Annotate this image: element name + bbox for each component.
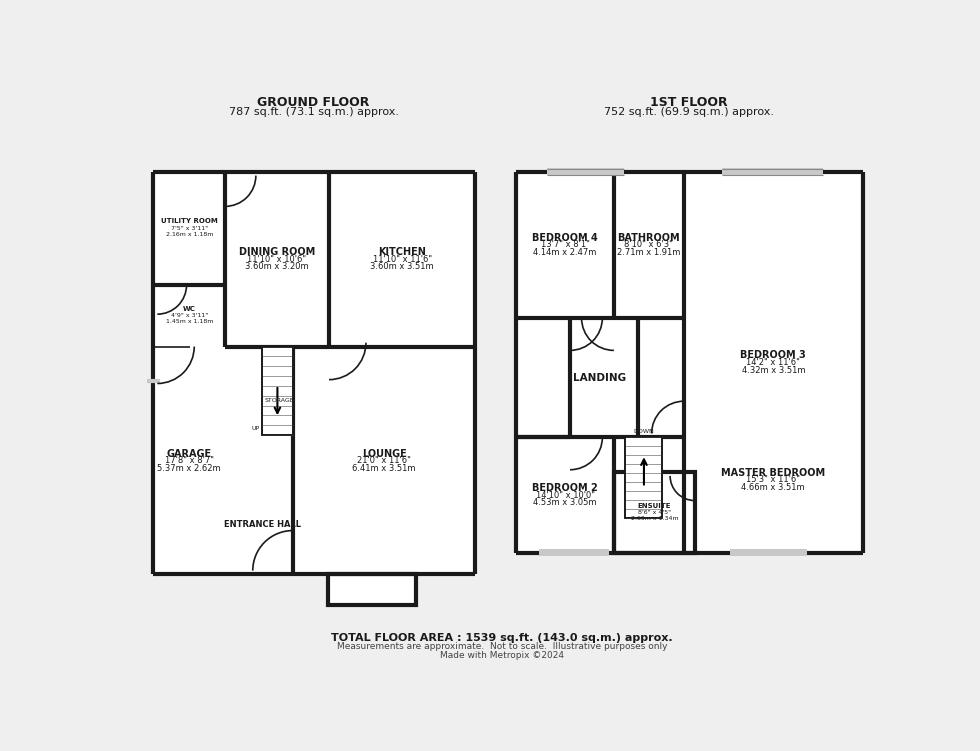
Bar [539, 549, 609, 556]
Text: BEDROOM 2: BEDROOM 2 [532, 483, 598, 493]
Text: 17'8" x 8'7": 17'8" x 8'7" [165, 456, 214, 465]
Text: LOUNGE: LOUNGE [362, 448, 407, 459]
Text: 15'3" x 11'6": 15'3" x 11'6" [747, 475, 801, 484]
Bar [613, 472, 695, 553]
Text: TOTAL FLOOR AREA : 1539 sq.ft. (143.0 sq.m.) approx.: TOTAL FLOOR AREA : 1539 sq.ft. (143.0 sq… [331, 632, 673, 643]
Text: BEDROOM 4: BEDROOM 4 [532, 233, 598, 243]
Text: GARAGE: GARAGE [167, 448, 212, 459]
Bar [262, 346, 293, 435]
Text: 13'7" x 8'1": 13'7" x 8'1" [541, 240, 589, 249]
Text: 2.16m x 1.18m: 2.16m x 1.18m [166, 232, 213, 237]
Bar [625, 437, 662, 518]
Bar [547, 168, 624, 175]
Text: 1.45m x 1.18m: 1.45m x 1.18m [166, 319, 213, 324]
Text: Made with Metropix ©2024: Made with Metropix ©2024 [440, 651, 564, 660]
Bar [154, 172, 475, 575]
Text: 6.41m x 3.51m: 6.41m x 3.51m [352, 463, 416, 472]
Text: 4.53m x 3.05m: 4.53m x 3.05m [533, 499, 597, 508]
Text: 14'2" x 11'6": 14'2" x 11'6" [747, 357, 801, 366]
Text: 1ST FLOOR: 1ST FLOOR [650, 96, 727, 109]
Text: 4.14m x 2.47m: 4.14m x 2.47m [533, 248, 597, 257]
Text: 4.66m x 3.51m: 4.66m x 3.51m [742, 483, 806, 492]
Text: 14'10" x 10'0": 14'10" x 10'0" [535, 490, 595, 499]
Text: 8'10" x 6'3": 8'10" x 6'3" [624, 240, 673, 249]
Text: 11'10" x 11'6": 11'10" x 11'6" [372, 255, 432, 264]
Text: 4'9" x 3'11": 4'9" x 3'11" [171, 313, 208, 318]
Text: WC: WC [183, 306, 196, 312]
Text: ENTRANCE HALL: ENTRANCE HALL [224, 520, 301, 529]
Text: 752 sq.ft. (69.9 sq.m.) approx.: 752 sq.ft. (69.9 sq.m.) approx. [604, 107, 773, 117]
Text: DINING ROOM: DINING ROOM [239, 247, 316, 257]
Bar [328, 575, 416, 605]
Text: 11'10" x 10'6": 11'10" x 10'6" [248, 255, 307, 264]
Text: GROUND FLOOR: GROUND FLOOR [258, 96, 369, 109]
Text: STORAGE: STORAGE [265, 398, 294, 403]
Text: LANDING: LANDING [573, 372, 626, 383]
Bar [516, 172, 862, 553]
Text: 2.60m x 1.34m: 2.60m x 1.34m [630, 516, 678, 521]
Text: 5.37m x 2.62m: 5.37m x 2.62m [158, 463, 221, 472]
Text: UP: UP [252, 427, 260, 431]
Text: MASTER BEDROOM: MASTER BEDROOM [721, 468, 825, 478]
Text: KITCHEN: KITCHEN [378, 247, 426, 257]
Text: 2.71m x 1.91m: 2.71m x 1.91m [617, 248, 681, 257]
Text: BATHROOM: BATHROOM [617, 233, 680, 243]
Text: 787 sq.ft. (73.1 sq.m.) approx.: 787 sq.ft. (73.1 sq.m.) approx. [228, 107, 399, 117]
Text: 7'5" x 3'11": 7'5" x 3'11" [171, 226, 208, 231]
Text: 8'6" x 4'5": 8'6" x 4'5" [638, 510, 671, 515]
Bar [730, 549, 808, 556]
Bar [262, 346, 293, 435]
Bar [722, 168, 822, 175]
Text: ENSUITE: ENSUITE [638, 503, 671, 509]
Text: 3.60m x 3.51m: 3.60m x 3.51m [370, 262, 434, 271]
Bar [625, 437, 662, 518]
Text: DOWN: DOWN [633, 429, 655, 434]
Text: BEDROOM 3: BEDROOM 3 [741, 351, 807, 360]
Text: 21'0" x 11'6": 21'0" x 11'6" [357, 456, 411, 465]
Text: 4.32m x 3.51m: 4.32m x 3.51m [742, 366, 805, 375]
Text: UTILITY ROOM: UTILITY ROOM [161, 219, 218, 225]
Text: 3.60m x 3.20m: 3.60m x 3.20m [245, 262, 309, 271]
Text: Measurements are approximate.  Not to scale.  Illustrative purposes only: Measurements are approximate. Not to sca… [337, 642, 667, 651]
